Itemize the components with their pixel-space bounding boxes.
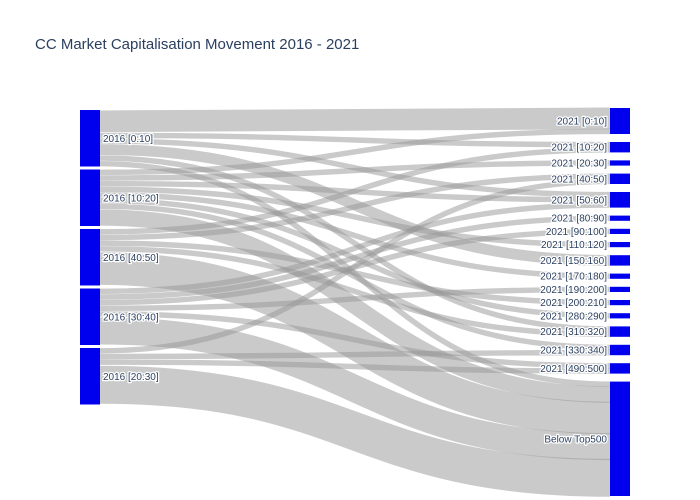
node-label-2021-200-210: 2021 [200:210] xyxy=(540,298,607,309)
node-2021-90-100[interactable] xyxy=(610,228,630,234)
node-2021-200-210[interactable] xyxy=(610,300,630,306)
link-2016-30-40-to-below-top500[interactable] xyxy=(99,317,611,461)
node-label-2016-40-50: 2016 [40:50] xyxy=(103,253,159,264)
link-2016-40-50-to-2021-40-50[interactable] xyxy=(99,173,611,241)
node-2021-190-200[interactable] xyxy=(610,286,630,292)
link-2016-20-30-to-below-top500[interactable] xyxy=(99,365,611,497)
node-2021-50-60[interactable] xyxy=(610,192,630,208)
node-label-2021-150-160: 2021 [150:160] xyxy=(540,256,607,267)
node-label-2021-310-320: 2021 [310:320] xyxy=(540,327,607,338)
node-2021-110-120[interactable] xyxy=(610,242,630,248)
link-2016-10-20-to-2021-170-180[interactable] xyxy=(99,192,611,279)
node-label-below-top500: Below Top500 xyxy=(544,434,607,445)
link-2016-10-20-to-2021-20-30[interactable] xyxy=(99,160,611,181)
link-2016-30-40-to-2021-190-200[interactable] xyxy=(99,286,611,311)
node-2021-80-90[interactable] xyxy=(610,215,630,221)
node-label-2016-0-10: 2016 [0:10] xyxy=(103,134,153,145)
node-label-2021-170-180: 2021 [170:180] xyxy=(540,272,607,283)
node-label-2021-20-30: 2021 [20:30] xyxy=(551,159,607,170)
node-label-2021-90-100: 2021 [90:100] xyxy=(546,227,607,238)
node-label-2021-50-60: 2021 [50:60] xyxy=(551,195,607,206)
node-label-2021-0-10: 2021 [0:10] xyxy=(557,117,607,128)
link-2016-30-40-to-2021-490-500[interactable] xyxy=(99,311,611,369)
link-2016-10-20-to-2021-110-120[interactable] xyxy=(99,186,611,248)
node-2021-280-290[interactable] xyxy=(610,313,630,319)
link-2016-40-50-to-2021-10-20[interactable] xyxy=(99,147,611,235)
link-2016-40-50-to-2021-310-320[interactable] xyxy=(99,246,611,337)
link-2016-20-30-to-2021-490-500[interactable] xyxy=(99,359,611,374)
node-2016-0-10[interactable] xyxy=(80,110,100,167)
link-2016-20-30-to-2021-40-50[interactable] xyxy=(99,178,611,354)
node-2021-170-180[interactable] xyxy=(610,273,630,279)
link-2016-10-20-to-2021-330-340[interactable] xyxy=(99,203,611,351)
node-label-2021-80-90: 2021 [80:90] xyxy=(551,214,607,225)
link-2016-30-40-to-2021-50-60[interactable] xyxy=(99,202,611,295)
link-2016-30-40-to-2021-80-90[interactable] xyxy=(99,215,611,300)
node-label-2021-110-120: 2021 [110:120] xyxy=(541,240,607,251)
node-2016-10-20[interactable] xyxy=(80,169,100,227)
node-2021-20-30[interactable] xyxy=(610,160,630,166)
node-label-2021-40-50: 2021 [40:50] xyxy=(551,174,607,185)
node-2021-490-500[interactable] xyxy=(610,363,630,374)
node-label-2016-30-40: 2016 [30:40] xyxy=(103,312,159,323)
chart-title: CC Market Capitalisation Movement 2016 -… xyxy=(35,36,360,53)
node-label-2016-20-30: 2016 [20:30] xyxy=(103,372,159,383)
node-label-2021-330-340: 2021 [330:340] xyxy=(540,346,607,357)
node-2021-150-160[interactable] xyxy=(610,255,630,266)
node-2021-330-340[interactable] xyxy=(610,344,630,356)
link-2016-0-10-to-2021-10-20[interactable] xyxy=(99,132,611,148)
node-label-2021-190-200: 2021 [190:200] xyxy=(540,285,607,296)
link-2016-40-50-to-below-top500[interactable] xyxy=(99,252,611,435)
sankey-links xyxy=(99,107,611,497)
sankey-nodes xyxy=(80,108,630,496)
node-2016-30-40[interactable] xyxy=(80,288,100,346)
link-2016-40-50-to-2021-200-210[interactable] xyxy=(99,240,611,306)
node-label-2016-10-20: 2016 [10:20] xyxy=(103,193,159,204)
link-2016-10-20-to-2021-0-10[interactable] xyxy=(99,128,611,176)
node-2016-20-30[interactable] xyxy=(80,348,100,405)
node-label-2021-280-290: 2021 [280:290] xyxy=(540,311,607,322)
node-label-2021-10-20: 2021 [10:20] xyxy=(551,143,607,154)
node-2016-40-50[interactable] xyxy=(80,229,100,286)
node-label-2021-490-500: 2021 [490:500] xyxy=(540,364,607,375)
node-2021-310-320[interactable] xyxy=(610,326,630,337)
node-2021-40-50[interactable] xyxy=(610,173,630,184)
link-2016-20-30-to-2021-330-340[interactable] xyxy=(99,349,611,360)
node-2021-10-20[interactable] xyxy=(610,142,630,153)
link-2016-0-10-to-2021-0-10[interactable] xyxy=(99,107,611,133)
node-below-top500[interactable] xyxy=(610,381,630,496)
node-2021-0-10[interactable] xyxy=(610,108,630,134)
sankey-labels: 2016 [0:10] 2016 [10:20] 2016 [40:50] 2016 … xyxy=(102,115,609,446)
